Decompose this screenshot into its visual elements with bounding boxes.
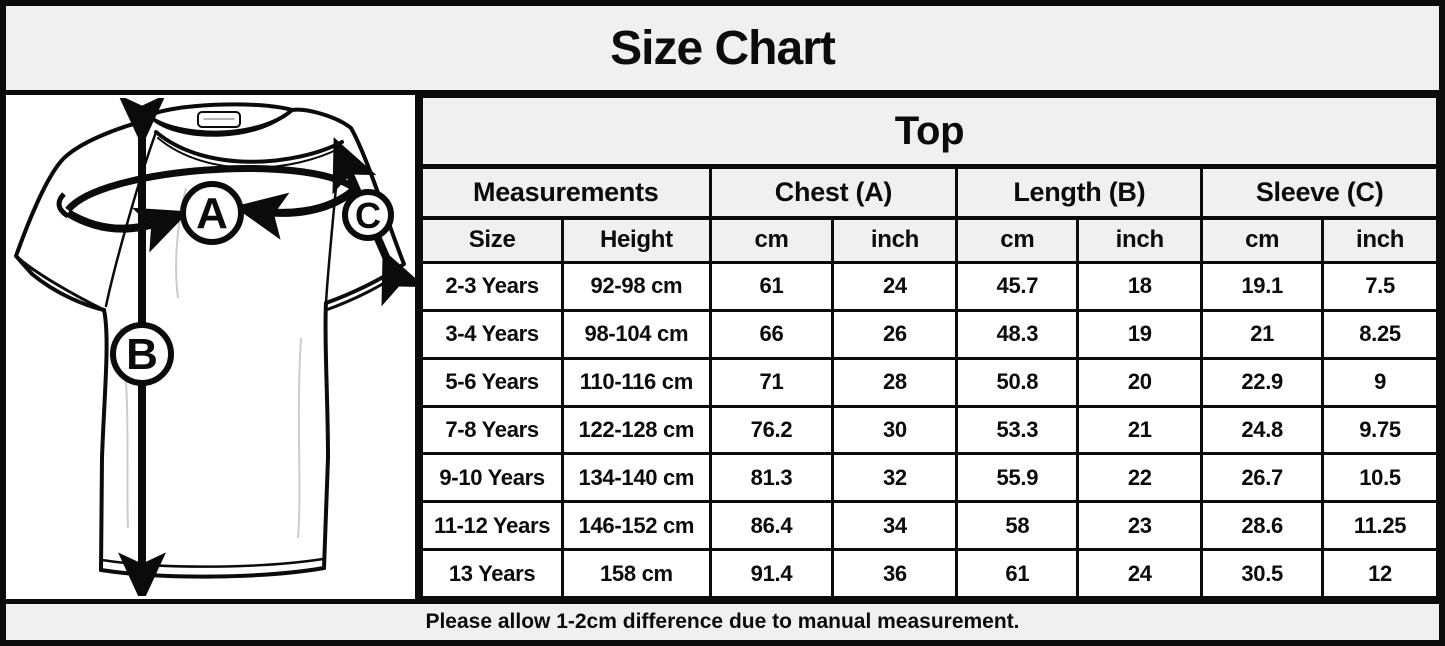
title-bar: Size Chart bbox=[6, 6, 1439, 95]
table-cell: 19.1 bbox=[1200, 261, 1325, 312]
table-cell: 2-3 Years bbox=[419, 261, 565, 312]
header-chest-inch: inch bbox=[831, 215, 959, 264]
main-content: A B C bbox=[6, 95, 1439, 599]
table-cell: 34 bbox=[831, 500, 959, 552]
table-row: 3-4 Years 98-104 cm 66 26 48.3 19 21 8.25 bbox=[419, 308, 1439, 360]
table-cell: 9.75 bbox=[1321, 404, 1439, 456]
table-row: 7-8 Years 122-128 cm 76.2 30 53.3 21 24.8 9.75 bbox=[419, 404, 1439, 456]
table-cell: 81.3 bbox=[708, 452, 835, 504]
header-sleeve: Sleeve (C) bbox=[1200, 165, 1439, 219]
table-cell: 32 bbox=[831, 452, 959, 504]
table-cell: 28.6 bbox=[1200, 500, 1325, 552]
table-cell: 48.3 bbox=[955, 308, 1080, 360]
chest-badge-letter: A bbox=[196, 189, 228, 238]
table-cell: 28 bbox=[831, 356, 959, 408]
header-size: Size bbox=[419, 215, 565, 264]
table-cell: 24.8 bbox=[1200, 404, 1325, 456]
table-cell: 22 bbox=[1076, 452, 1204, 504]
length-badge-letter: B bbox=[126, 330, 158, 379]
table-cell: 58 bbox=[955, 500, 1080, 552]
header-chest: Chest (A) bbox=[708, 165, 959, 219]
header-sleeve-cm: cm bbox=[1200, 215, 1325, 264]
header-height: Height bbox=[561, 215, 712, 264]
size-table-body: 2-3 Years 92-98 cm 61 24 45.7 18 19.1 7.5 3-4 Ye… bbox=[419, 261, 1439, 599]
table-title: Top bbox=[420, 95, 1439, 169]
header-measurements: Measurements bbox=[420, 165, 712, 219]
table-cell: 30 bbox=[831, 404, 959, 456]
table-cell: 146-152 cm bbox=[561, 500, 712, 552]
table-cell: 21 bbox=[1200, 308, 1325, 360]
table-cell: 61 bbox=[708, 261, 835, 312]
table-cell: 9 bbox=[1321, 356, 1439, 408]
table-cell: 24 bbox=[831, 261, 959, 312]
header-sleeve-inch: inch bbox=[1321, 215, 1439, 264]
table-cell: 5-6 Years bbox=[419, 356, 565, 408]
table-cell: 9-10 Years bbox=[419, 452, 565, 504]
table-cell: 11.25 bbox=[1321, 500, 1439, 552]
table-cell: 50.8 bbox=[955, 356, 1080, 408]
table-cell: 66 bbox=[708, 308, 835, 360]
sleeve-badge-letter: C bbox=[355, 195, 381, 236]
table-cell: 20 bbox=[1076, 356, 1204, 408]
table-cell: 26.7 bbox=[1200, 452, 1325, 504]
table-cell: 134-140 cm bbox=[561, 452, 712, 504]
table-cell: 12 bbox=[1321, 548, 1439, 599]
size-table-panel: Top Measurements Chest (A) Length (B) Sl… bbox=[419, 95, 1439, 599]
sub-header-row: Size Height cm inch cm inch cm inch bbox=[419, 215, 1439, 264]
header-length: Length (B) bbox=[955, 165, 1204, 219]
tshirt-outline bbox=[14, 102, 406, 579]
measurement-badges: A B C bbox=[110, 181, 394, 386]
table-cell: 158 cm bbox=[561, 548, 712, 599]
table-title-row: Top bbox=[420, 95, 1439, 169]
table-row: 5-6 Years 110-116 cm 71 28 50.8 20 22.9 9 bbox=[419, 356, 1439, 408]
tshirt-illustration: A B C bbox=[14, 98, 415, 596]
table-row: 11-12 Years 146-152 cm 86.4 34 58 23 28.6 11.25 bbox=[419, 500, 1439, 552]
size-table: Top Measurements Chest (A) Length (B) Sl… bbox=[419, 95, 1439, 599]
table-cell: 26 bbox=[831, 308, 959, 360]
table-cell: 10.5 bbox=[1321, 452, 1439, 504]
header-length-inch: inch bbox=[1076, 215, 1204, 264]
chest-badge: A bbox=[180, 181, 244, 245]
table-cell: 7.5 bbox=[1321, 261, 1439, 312]
table-cell: 3-4 Years bbox=[419, 308, 565, 360]
table-row: 2-3 Years 92-98 cm 61 24 45.7 18 19.1 7.5 bbox=[419, 261, 1439, 312]
footer-bar: Please allow 1-2cm difference due to man… bbox=[6, 599, 1439, 640]
table-cell: 30.5 bbox=[1200, 548, 1325, 599]
table-cell: 110-116 cm bbox=[561, 356, 712, 408]
table-cell: 71 bbox=[708, 356, 835, 408]
table-cell: 18 bbox=[1076, 261, 1204, 312]
table-cell: 23 bbox=[1076, 500, 1204, 552]
table-cell: 91.4 bbox=[708, 548, 835, 599]
table-cell: 55.9 bbox=[955, 452, 1080, 504]
table-cell: 7-8 Years bbox=[419, 404, 565, 456]
table-cell: 92-98 cm bbox=[561, 261, 712, 312]
group-header-row: Measurements Chest (A) Length (B) Sleeve… bbox=[420, 165, 1439, 219]
measurement-note: Please allow 1-2cm difference due to man… bbox=[425, 610, 1020, 633]
table-cell: 24 bbox=[1076, 548, 1204, 599]
table-cell: 19 bbox=[1076, 308, 1204, 360]
table-cell: 61 bbox=[955, 548, 1080, 599]
table-cell: 53.3 bbox=[955, 404, 1080, 456]
table-cell: 8.25 bbox=[1321, 308, 1439, 360]
table-cell: 98-104 cm bbox=[561, 308, 712, 360]
table-cell: 36 bbox=[831, 548, 959, 599]
page-title: Size Chart bbox=[610, 21, 836, 75]
header-length-cm: cm bbox=[955, 215, 1080, 264]
sleeve-badge: C bbox=[342, 189, 394, 241]
table-cell: 21 bbox=[1076, 404, 1204, 456]
table-cell: 86.4 bbox=[708, 500, 835, 552]
table-row: 13 Years 158 cm 91.4 36 61 24 30.5 12 bbox=[419, 548, 1439, 599]
table-cell: 122-128 cm bbox=[561, 404, 712, 456]
table-cell: 22.9 bbox=[1200, 356, 1325, 408]
table-cell: 13 Years bbox=[419, 548, 565, 599]
header-chest-cm: cm bbox=[708, 215, 835, 264]
tshirt-illustration-panel: A B C bbox=[6, 95, 420, 599]
table-row: 9-10 Years 134-140 cm 81.3 32 55.9 22 26.7 10.5 bbox=[419, 452, 1439, 504]
table-cell: 76.2 bbox=[708, 404, 835, 456]
table-cell: 45.7 bbox=[955, 261, 1080, 312]
length-badge: B bbox=[110, 322, 174, 386]
table-cell: 11-12 Years bbox=[419, 500, 565, 552]
